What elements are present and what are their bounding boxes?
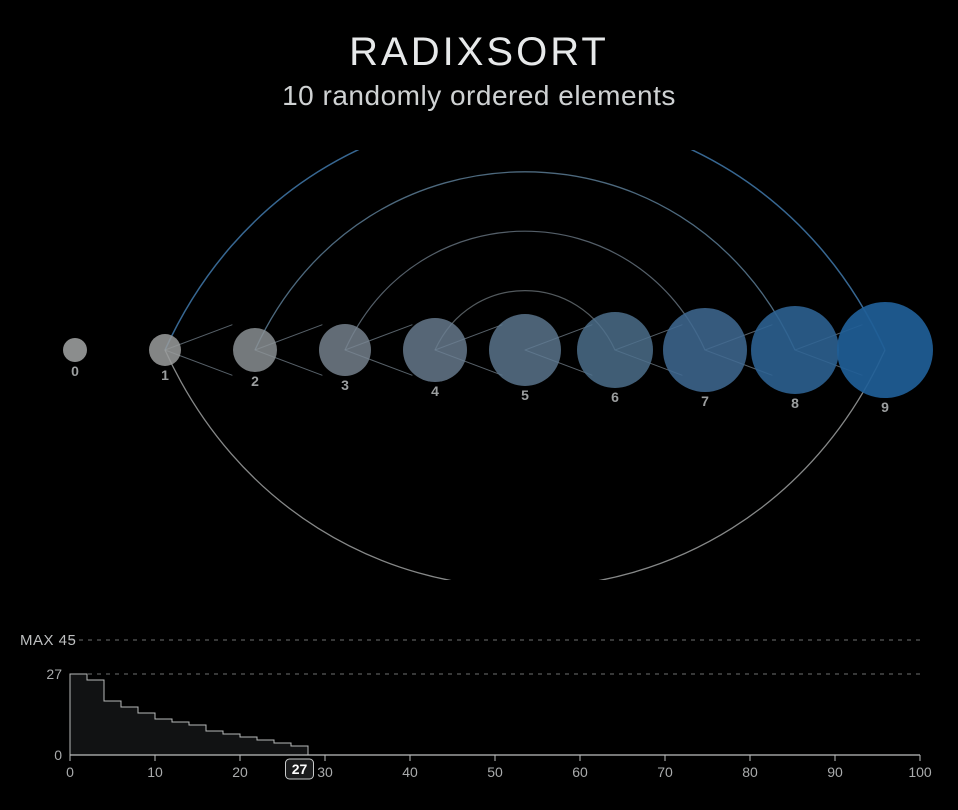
sort-node-label: 4 <box>431 383 439 399</box>
x-tick-label: 60 <box>572 764 588 780</box>
x-tick-label: 50 <box>487 764 503 780</box>
x-tick-label: 70 <box>657 764 673 780</box>
chart-bar <box>121 707 138 755</box>
x-tick-label: 10 <box>147 764 163 780</box>
x-tick-label: 20 <box>232 764 248 780</box>
max-label: MAX 45 <box>20 632 76 649</box>
sort-node <box>63 338 87 362</box>
sort-node-label: 3 <box>341 377 349 393</box>
chart-bar <box>240 737 257 755</box>
sort-node-label: 8 <box>791 395 799 411</box>
page-subtitle: 10 randomly ordered elements <box>0 80 958 112</box>
chart-bar <box>138 713 155 755</box>
arc-diagram: 0 1 2 3 4 5 6 7 8 9 <box>0 150 958 580</box>
operations-chart-svg: MAX 45 0 27 0 10 20 30 40 50 60 70 80 90 100 27 <box>20 610 938 790</box>
y-tick-label: 27 <box>46 666 62 682</box>
sort-node <box>489 314 561 386</box>
sort-node-label: 1 <box>161 367 169 383</box>
sort-node <box>319 324 371 376</box>
current-marker-label: 27 <box>292 761 308 777</box>
chart-bar <box>155 719 172 755</box>
chart-bars <box>70 674 308 755</box>
x-tick-label: 40 <box>402 764 418 780</box>
chart-bar <box>70 674 87 755</box>
sort-node <box>577 312 653 388</box>
chart-bar <box>87 680 104 755</box>
x-tick-label: 80 <box>742 764 758 780</box>
chart-labels: MAX 45 0 27 0 10 20 30 40 50 60 70 80 90 100 27 <box>20 632 932 780</box>
chart-bar <box>172 722 189 755</box>
chart-bar <box>206 731 223 755</box>
chart-axes <box>70 755 920 761</box>
chart-bar <box>189 725 206 755</box>
chart-bar <box>291 746 308 755</box>
sort-node <box>663 308 747 392</box>
chart-bar <box>223 734 240 755</box>
sort-node <box>403 318 467 382</box>
sort-node <box>837 302 933 398</box>
sort-node <box>233 328 277 372</box>
x-tick-label: 90 <box>827 764 843 780</box>
x-tick-label: 30 <box>317 764 333 780</box>
operations-chart: MAX 45 0 27 0 10 20 30 40 50 60 70 80 90 100 27 <box>20 610 938 810</box>
nodes-layer <box>63 302 933 398</box>
sort-node-label: 5 <box>521 387 529 403</box>
x-tick-label: 0 <box>66 764 74 780</box>
sort-node-label: 9 <box>881 399 889 415</box>
sort-node-label: 6 <box>611 389 619 405</box>
stage: RADIXSORT 10 randomly ordered elements 0… <box>0 0 958 810</box>
sort-node <box>149 334 181 366</box>
x-tick-label: 100 <box>908 764 932 780</box>
chart-bar <box>257 740 274 755</box>
sort-node-label: 7 <box>701 393 709 409</box>
page-title: RADIXSORT <box>0 30 958 75</box>
y-tick-label: 0 <box>54 747 62 763</box>
sort-node-label: 2 <box>251 373 259 389</box>
chart-bar <box>274 743 291 755</box>
chart-bar <box>104 701 121 755</box>
sort-node-label: 0 <box>71 363 79 379</box>
sort-node <box>751 306 839 394</box>
